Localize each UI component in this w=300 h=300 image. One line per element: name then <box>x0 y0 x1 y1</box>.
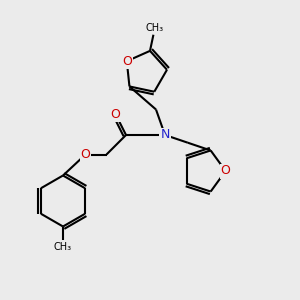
Text: O: O <box>122 55 132 68</box>
Text: CH₃: CH₃ <box>146 23 164 33</box>
Text: O: O <box>81 148 90 161</box>
Text: O: O <box>111 107 120 121</box>
Text: CH₃: CH₃ <box>54 242 72 252</box>
Text: N: N <box>160 128 170 142</box>
Text: O: O <box>221 164 230 178</box>
